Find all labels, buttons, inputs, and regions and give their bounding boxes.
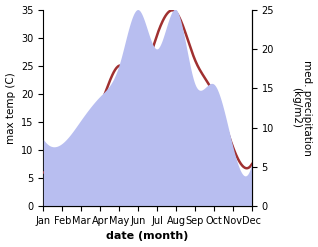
Y-axis label: max temp (C): max temp (C) xyxy=(5,72,16,144)
Y-axis label: med. precipitation
(kg/m2): med. precipitation (kg/m2) xyxy=(291,60,313,156)
X-axis label: date (month): date (month) xyxy=(107,231,189,242)
